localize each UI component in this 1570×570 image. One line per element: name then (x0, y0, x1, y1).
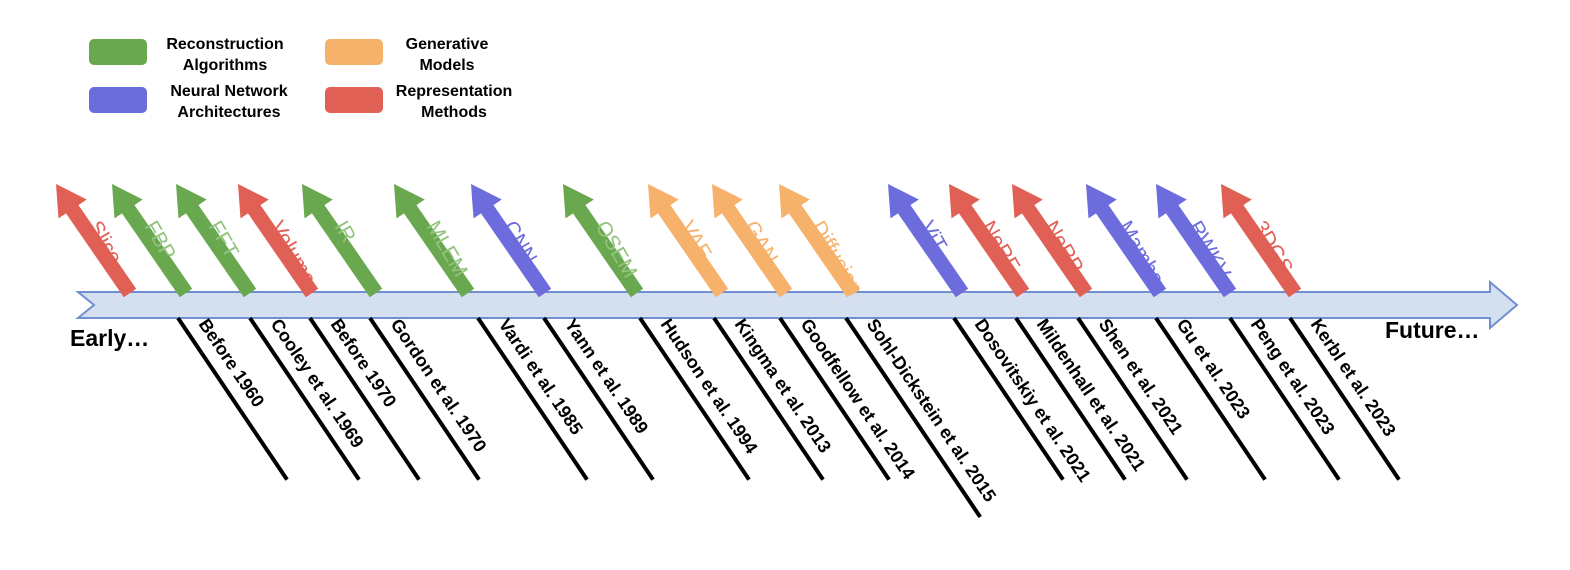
event-arrow-head-12 (888, 184, 919, 219)
legend-label-nn: Neural Network Architectures (170, 83, 288, 121)
event-citation-line-11 (952, 316, 1065, 481)
legend: Reconstruction Algorithms Generative Mod… (0, 0, 560, 140)
event-arrow-head-14 (1012, 184, 1043, 219)
legend-label-gen: Generative Models (405, 36, 489, 74)
event-arrow-head-10 (712, 184, 743, 219)
event-citation-line-9 (778, 316, 891, 481)
timeline-end-label: Future… (1385, 317, 1480, 343)
legend-label-recon: Reconstruction Algorithms (166, 36, 284, 74)
event-arrow-shaft-3 (183, 201, 257, 298)
event-arrow-head-7 (471, 184, 502, 219)
event-arrow-shaft-12 (895, 201, 969, 298)
legend-swatch-nn (89, 87, 147, 113)
event-arrow-head-17 (1221, 184, 1252, 219)
event-arrow-head-1 (56, 184, 87, 219)
event-arrow-head-11 (779, 184, 810, 219)
event-arrow-shaft-9 (655, 201, 729, 298)
event-arrow-shaft-2 (119, 201, 193, 298)
event-method-label: Diffusion (807, 217, 868, 299)
event-arrow-shaft-15 (1093, 201, 1167, 298)
event-arrow-head-3 (176, 184, 207, 219)
timeline-start-label: Early… (70, 325, 149, 351)
event-citation-line-8 (712, 316, 825, 481)
event-citation-line-10 (844, 316, 982, 519)
event-citation-line-15 (1228, 316, 1341, 481)
event-arrow-shaft-1 (63, 201, 137, 298)
event-arrow-head-6 (394, 184, 425, 219)
event-arrow-shaft-14 (1019, 201, 1093, 298)
event-arrow-head-2 (112, 184, 143, 219)
event-arrow-shaft-17 (1228, 201, 1302, 298)
event-arrow-shaft-16 (1163, 201, 1237, 298)
event-citation-label: Gordon et al. 1970 (387, 315, 491, 456)
legend-label-rep: Representation Methods (395, 83, 513, 121)
event-arrow-head-8 (563, 184, 594, 219)
event-arrow-shaft-10 (719, 201, 793, 298)
event-arrow-shaft-8 (570, 201, 644, 298)
timeline-bar (75, 279, 1519, 331)
event-citation-line-1 (176, 316, 289, 481)
event-arrow-shaft-5 (309, 201, 383, 298)
event-citation-line-7 (638, 316, 751, 481)
event-citation-line-2 (248, 316, 361, 481)
event-citation-line-3 (308, 316, 421, 481)
event-arrow-shaft-11 (786, 201, 860, 298)
event-citation-line-14 (1154, 316, 1267, 481)
event-citation-line-5 (476, 316, 589, 481)
event-citation-line-13 (1076, 316, 1189, 481)
event-arrow-shaft-6 (401, 201, 475, 298)
event-arrow-head-9 (648, 184, 679, 219)
event-arrow-shaft-13 (956, 201, 1030, 298)
event-citation-line-16 (1288, 316, 1401, 481)
event-arrow-head-5 (302, 184, 333, 219)
event-arrow-head-13 (949, 184, 980, 219)
event-citation-line-12 (1014, 316, 1127, 481)
legend-swatch-recon (89, 39, 147, 65)
event-arrow-shaft-7 (478, 201, 552, 298)
event-citation-label: Sohl-Dickstein et al. 2015 (863, 315, 1000, 505)
event-arrow-head-4 (238, 184, 269, 219)
event-arrow-shaft-4 (245, 201, 319, 298)
event-citation-line-6 (542, 316, 655, 481)
event-arrow-head-16 (1156, 184, 1187, 219)
legend-swatch-rep (325, 87, 383, 113)
legend-swatch-gen (325, 39, 383, 65)
event-citation-line-4 (368, 316, 481, 481)
event-arrow-head-15 (1086, 184, 1117, 219)
